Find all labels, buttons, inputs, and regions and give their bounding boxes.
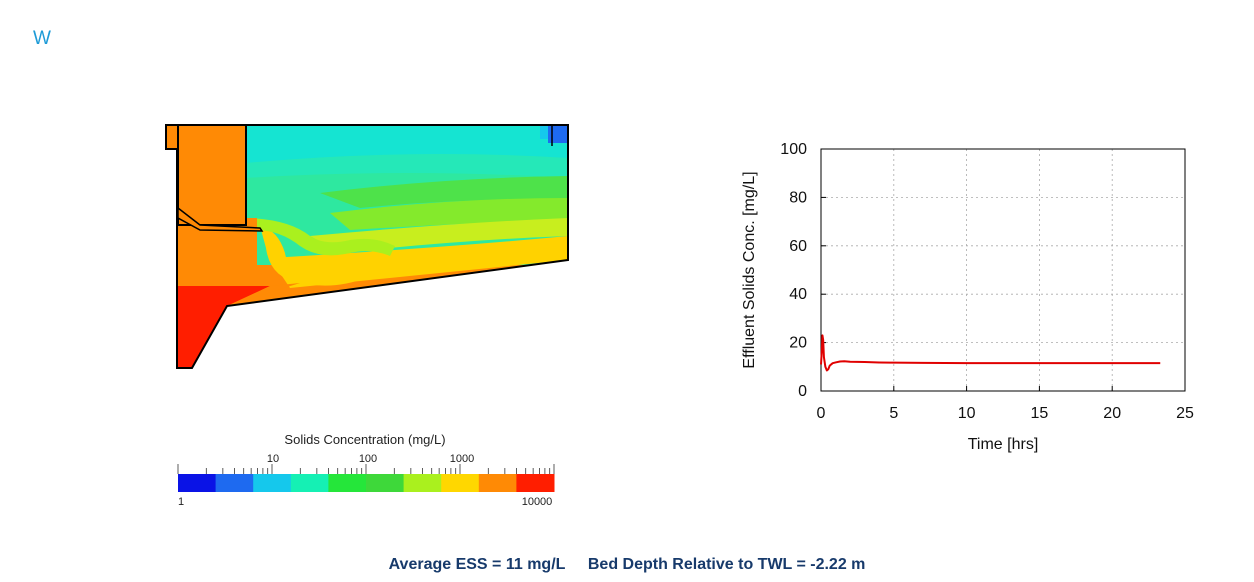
legend-swatch <box>290 474 329 492</box>
legend-color-bar <box>178 474 555 492</box>
legend-title: Solids Concentration (mg/L) <box>284 432 446 447</box>
x-tick-label: 15 <box>1031 405 1049 422</box>
y-tick-label: 80 <box>789 189 807 206</box>
legend-ticks <box>177 464 555 474</box>
legend-label-10: 10 <box>267 453 279 465</box>
concentration-field <box>166 125 568 368</box>
legend-swatch <box>253 474 292 492</box>
y-tick-label: 0 <box>798 383 807 400</box>
legend-swatch <box>478 474 517 492</box>
x-tick-label: 10 <box>958 405 976 422</box>
y-tick-label: 40 <box>789 286 807 303</box>
y-tick-label: 60 <box>789 238 807 255</box>
legend-label-min: 1 <box>178 496 184 508</box>
x-tick-label: 5 <box>889 405 898 422</box>
bed-depth-text: Bed Depth Relative to TWL = -2.22 m <box>587 556 866 573</box>
x-tick-label: 20 <box>1103 405 1121 422</box>
legend-swatch <box>178 474 217 492</box>
legend-label-100: 100 <box>359 453 377 465</box>
legend-swatch <box>366 474 405 492</box>
y-tick-label: 100 <box>780 141 807 158</box>
legend-swatch <box>328 474 367 492</box>
x-axis-label: Time [hrs] <box>968 436 1039 453</box>
tank-outline <box>165 124 569 369</box>
x-tick-label: 0 <box>817 405 826 422</box>
legend-swatch <box>215 474 254 492</box>
clarifier-contour-plot <box>160 118 580 378</box>
legend-swatch <box>403 474 442 492</box>
chart-ticks: 0 5 10 15 20 25 0 20 40 60 80 100 <box>780 141 1194 422</box>
legend-label-1000: 1000 <box>450 453 474 465</box>
series-line <box>820 334 1161 372</box>
legend-swatch <box>516 474 555 492</box>
summary-bar: Average ESS = 11 mg/L Bed Depth Relative… <box>0 556 1254 574</box>
y-axis-label: Effluent Solids Conc. [mg/L] <box>741 171 758 368</box>
chart-series <box>820 334 1161 372</box>
effluent-chart: 0 5 10 15 20 25 0 20 40 60 80 100 Time [hrs] Efflue… <box>728 130 1208 460</box>
legend-swatch <box>441 474 480 492</box>
legend-label-max: 10000 <box>522 496 553 508</box>
chart-grid <box>821 149 1185 391</box>
x-tick-label: 25 <box>1176 405 1194 422</box>
plot-frame <box>820 148 1186 392</box>
color-legend: Solids Concentration (mg/L) 10 100 1000 … <box>170 432 570 512</box>
corner-mark: W <box>33 28 51 49</box>
y-tick-label: 20 <box>789 335 807 352</box>
average-ess-text: Average ESS = 11 mg/L <box>388 556 566 573</box>
feed-well <box>177 124 247 226</box>
